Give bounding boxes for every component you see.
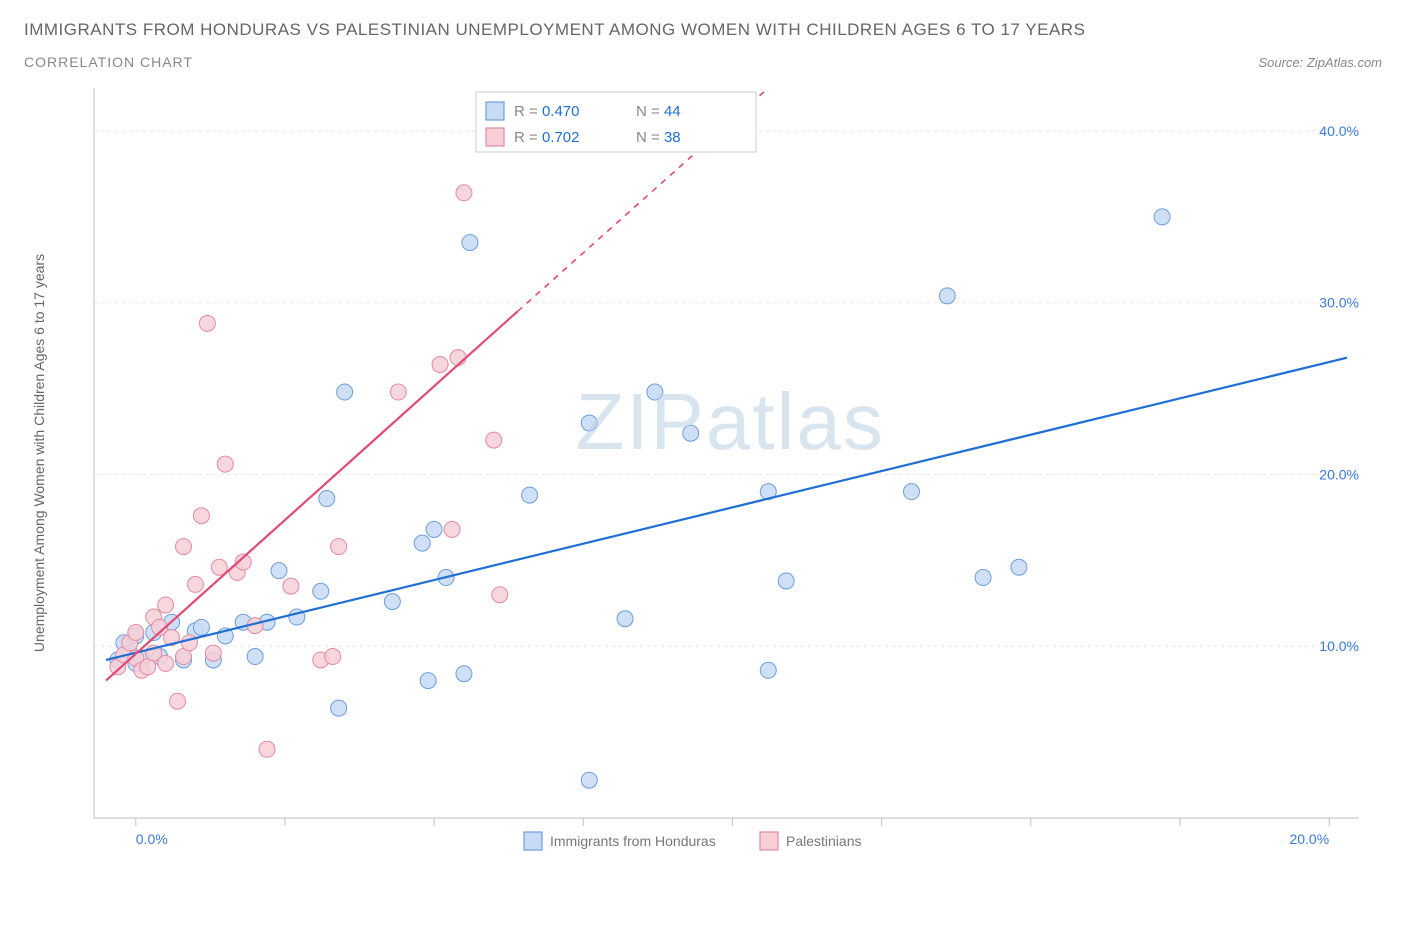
svg-text:R = 0.702: R = 0.702: [514, 129, 579, 146]
svg-text:Immigrants from Honduras: Immigrants from Honduras: [550, 833, 716, 849]
chart-title: IMMIGRANTS FROM HONDURAS VS PALESTINIAN …: [24, 20, 1382, 40]
svg-text:40.0%: 40.0%: [1319, 123, 1359, 139]
chart-container: 10.0% 20.0% 30.0% 40.0% 0.0% 20.0% Unemploymen…: [24, 78, 1382, 898]
svg-text:R = 0.470: R = 0.470: [514, 103, 579, 120]
svg-text:N = 44: N = 44: [636, 103, 681, 120]
svg-text:Unemployment Among Women with: Unemployment Among Women with Children A…: [31, 254, 47, 652]
svg-text:0.0%: 0.0%: [136, 831, 168, 847]
chart-subtitle: CORRELATION CHART: [24, 54, 193, 70]
svg-text:20.0%: 20.0%: [1319, 466, 1359, 482]
svg-text:Palestinians: Palestinians: [786, 833, 862, 849]
correlation-scatter-chart: 10.0% 20.0% 30.0% 40.0% 0.0% 20.0% Unemploymen…: [24, 78, 1382, 898]
svg-text:N = 38: N = 38: [636, 129, 681, 146]
svg-text:30.0%: 30.0%: [1319, 295, 1359, 311]
subtitle-row: CORRELATION CHART Source: ZipAtlas.com: [24, 54, 1382, 70]
svg-text:10.0%: 10.0%: [1319, 638, 1359, 654]
svg-text:20.0%: 20.0%: [1289, 831, 1329, 847]
source-attribution: Source: ZipAtlas.com: [1258, 55, 1382, 70]
